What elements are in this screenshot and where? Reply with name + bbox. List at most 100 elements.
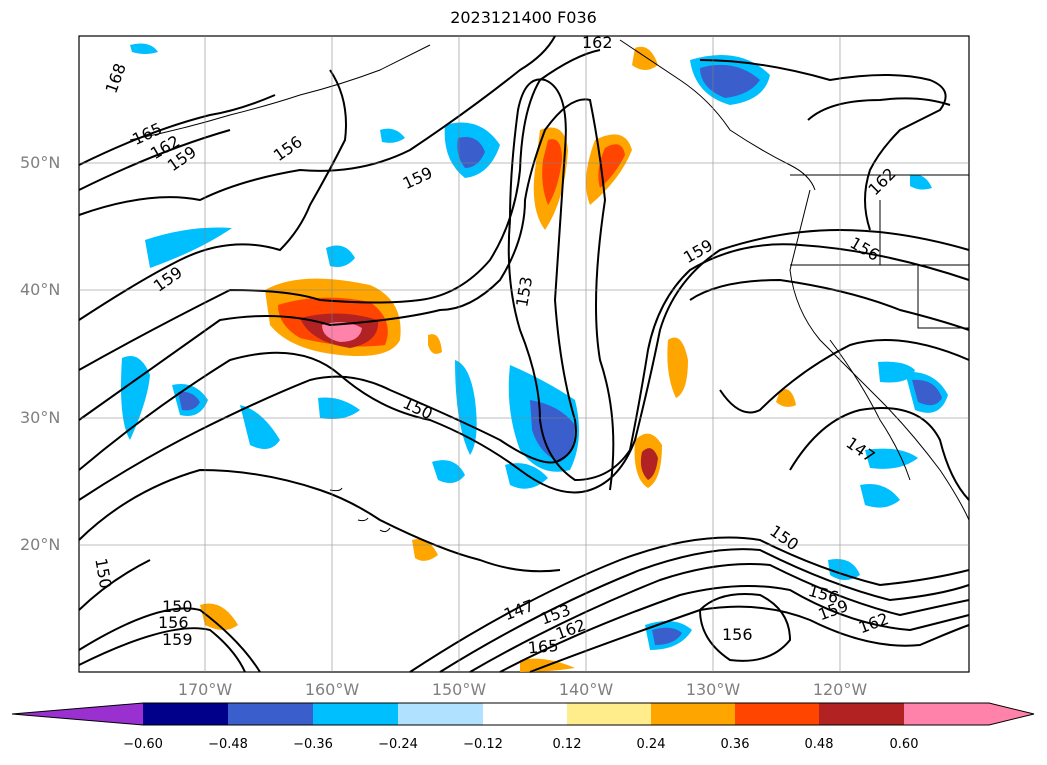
cold-blob-865: [865, 448, 918, 469]
cold-blob-435: [432, 460, 465, 484]
anomaly-fills: [121, 43, 948, 672]
cold-streak-455: [455, 360, 477, 455]
coastline-alaska: [619, 39, 816, 191]
lon-label-140w: 140°W: [558, 680, 614, 699]
warm-blob-small-3: [776, 389, 796, 407]
lon-label-120w: 120°W: [812, 680, 868, 699]
colorbar-swatch: [904, 703, 989, 725]
contour-line: [529, 605, 970, 673]
colorbar-extend-low: [12, 703, 143, 725]
contour-label: 159: [162, 630, 193, 649]
cold-blob-west-4: [318, 397, 360, 419]
warm-blob-small-6: [428, 334, 442, 354]
contour-label: 165: [527, 636, 559, 658]
colorbar-swatch: [567, 703, 651, 725]
colorbar-extend-high: [989, 703, 1034, 725]
graticule: [79, 36, 969, 672]
contour-line: [78, 607, 261, 673]
cold-blob-910-core: [912, 379, 942, 406]
contour-line: [439, 548, 970, 673]
lat-label-20n: 20°N: [20, 535, 61, 554]
cold-blob-140n: [130, 43, 158, 54]
map-title: 2023121400 F036: [450, 8, 597, 27]
lat-label-50n: 50°N: [20, 153, 61, 172]
cold-blob-650-core: [652, 627, 682, 645]
contour-line: [807, 97, 951, 121]
coastline-baja: [829, 339, 911, 481]
colorbar: [11, 702, 1035, 726]
colorbar-tick-label: −0.36: [293, 737, 333, 752]
lat-label-30n: 30°N: [20, 408, 61, 427]
contour-line: [78, 35, 556, 216]
colorbar-outline: [11, 702, 1035, 726]
contour-label: 156: [722, 625, 753, 644]
colorbar-tick-label: −0.48: [208, 737, 248, 752]
contour-line: [78, 78, 970, 501]
cold-blob-west-2-core: [178, 391, 200, 411]
colorbar-tick-label: −0.60: [123, 737, 163, 752]
contour-line: [78, 129, 231, 191]
colorbar-swatch: [398, 703, 483, 725]
warm-blob-135w-core: [640, 448, 658, 480]
lon-label-130w: 130°W: [685, 680, 741, 699]
contour-line: [78, 69, 347, 321]
colorbar-tick-label: 0.48: [804, 737, 834, 752]
colorbar-tick-label: −0.24: [378, 737, 418, 752]
contour-line: [699, 59, 947, 231]
contour-line: [409, 536, 970, 673]
contour-line: [78, 559, 151, 611]
lat-label-40n: 40°N: [20, 280, 61, 299]
contour-line: [78, 98, 615, 491]
colorbar-tick-label: 0.12: [552, 737, 582, 752]
coastline-north-america: [789, 189, 970, 521]
cold-blob-385: [380, 128, 405, 143]
contour-label: 162: [582, 33, 613, 52]
colorbar-tick-label: 0.24: [636, 737, 666, 752]
colorbar-tick-label: 0.36: [720, 737, 750, 752]
colorbar-swatch: [313, 703, 398, 725]
coastline-aleutians: [129, 44, 431, 141]
coastlines: [129, 39, 970, 533]
cold-blob-west-3: [240, 405, 280, 449]
contour-line: [469, 563, 970, 673]
cold-blob-860: [860, 484, 900, 508]
contour-line: [719, 339, 970, 414]
contour-line: [78, 49, 601, 371]
cold-blob-central-core: [530, 400, 575, 462]
contour-line: [789, 407, 970, 501]
lon-label-170w: 170°W: [177, 680, 233, 699]
colorbar-swatch: [228, 703, 313, 725]
contour-label: 156: [158, 613, 189, 632]
contour-line: [499, 585, 970, 673]
colorbar-swatch: [143, 703, 228, 725]
warm-streak-1-core: [542, 139, 562, 205]
cold-blob-830: [828, 559, 860, 580]
warm-streak-2-core: [598, 144, 625, 188]
contour-line: [78, 228, 970, 494]
warm-streak-3: [667, 337, 688, 398]
cold-blob-330: [326, 245, 355, 267]
lon-label-160w: 160°W: [304, 680, 360, 699]
cold-blob-alaska-core: [700, 64, 760, 98]
contour-line: [78, 468, 561, 573]
colorbar-swatch: [819, 703, 904, 725]
contour-line: [78, 627, 246, 673]
hawaii: [329, 487, 391, 533]
cold-blob-880: [878, 361, 915, 383]
colorbar-swatch: [483, 703, 567, 725]
contour-label: 150: [162, 597, 193, 616]
cold-blob-125: [121, 356, 150, 440]
height-contours: [78, 35, 970, 673]
cold-blob-north-1-core: [457, 136, 485, 168]
warm-blob-small-1: [412, 539, 438, 561]
colorbar-tick-label: −0.12: [463, 737, 503, 752]
lon-label-150w: 150°W: [431, 680, 487, 699]
cold-blob-910n: [910, 174, 932, 190]
state-border: [790, 174, 969, 329]
cold-blob-west-1: [145, 227, 232, 268]
warm-blob-small-2: [200, 603, 238, 630]
colorbar-swatch: [651, 703, 735, 725]
colorbar-swatch: [735, 703, 819, 725]
contour-line: [699, 593, 792, 662]
